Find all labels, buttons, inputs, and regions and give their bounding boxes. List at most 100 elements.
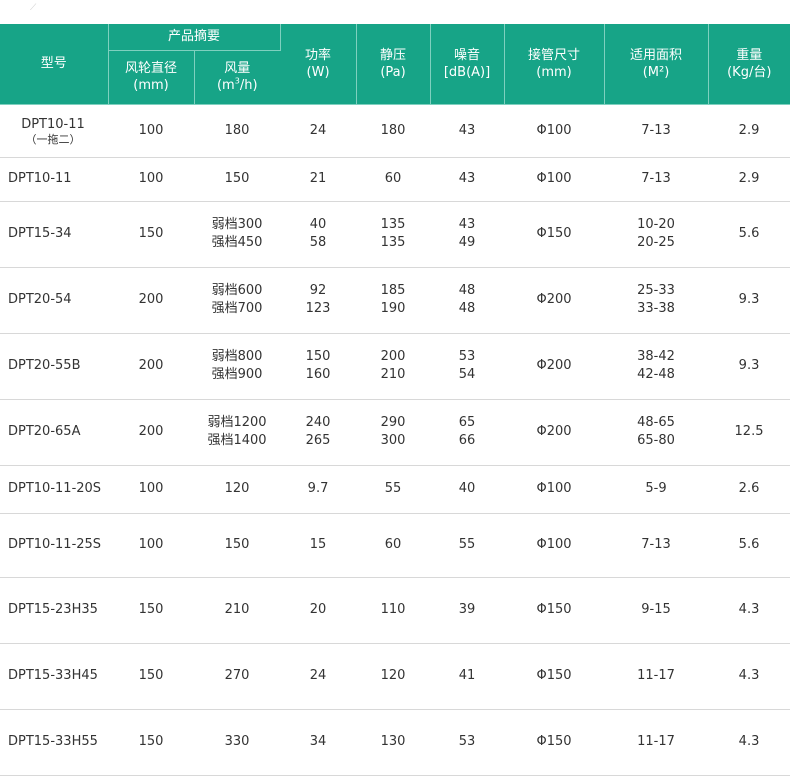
static-pressure-value: 180 <box>380 122 406 138</box>
header-power-label: 功率 <box>305 47 332 63</box>
cell-model: DPT10-11 （一拖二） <box>0 104 108 158</box>
cell-static-pressure: 60 <box>356 157 431 202</box>
static-pressure-value: 60 <box>384 171 402 186</box>
table-row: DPT10-11-25S 100 150 15 60 55 Φ100 7-13 5.6 <box>0 513 790 578</box>
model-name: DPT15-33H55 <box>8 734 98 749</box>
cell-pipe-size: Φ150 <box>504 643 605 710</box>
cell-pipe-size: Φ100 <box>504 513 605 578</box>
area-value: 10-20 <box>637 217 675 232</box>
header-weight: 重量 (Kg/台) <box>708 24 790 105</box>
airflow-value: 120 <box>224 481 250 496</box>
noise-value: 43 <box>458 122 476 138</box>
header-weight-label: 重量 <box>736 47 763 63</box>
noise-value: 43 <box>458 171 476 186</box>
cell-power: 150 160 <box>280 333 357 400</box>
static-pressure-value: 135 <box>380 217 406 232</box>
cell-area: 7-13 <box>604 104 709 158</box>
cell-pipe-size: Φ100 <box>504 104 605 158</box>
cell-airflow: 弱档300 强档450 <box>194 201 281 268</box>
cell-noise: 48 48 <box>430 267 505 334</box>
header-summary: 产品摘要 <box>108 24 281 51</box>
table-row: DPT20-54 200 弱档600 强档700 92 123 185 190 48 48 Φ200… <box>0 267 790 334</box>
cell-power: 40 58 <box>280 201 357 268</box>
table-row: DPT10-11-20S 100 120 9.7 55 40 Φ100 5-9 2.6 <box>0 465 790 514</box>
power-value: 40 <box>309 217 327 232</box>
cell-noise: 55 <box>430 513 505 578</box>
cell-weight: 4.3 <box>708 709 790 776</box>
model-name: DPT20-54 <box>8 292 72 307</box>
cell-noise: 43 <box>430 157 505 202</box>
cell-model: DPT20-54 <box>0 267 108 334</box>
cell-pipe-size: Φ150 <box>504 709 605 776</box>
header-area-unit: (M²) <box>642 64 670 80</box>
power-value: 160 <box>305 367 331 382</box>
header-model: 型号 <box>0 24 109 105</box>
cell-impeller-diameter: 100 <box>108 104 194 158</box>
cell-noise: 53 54 <box>430 333 505 400</box>
power-value: 150 <box>305 349 331 364</box>
power-value: 92 <box>309 283 327 298</box>
table-row: DPT15-23H35 150 210 20 110 39 Φ150 9-15 4.3 <box>0 577 790 644</box>
airflow-value: 270 <box>224 668 250 683</box>
noise-value: 48 <box>458 283 476 298</box>
header-pipe-size-unit: (mm) <box>536 64 572 80</box>
power-value: 24 <box>309 668 327 683</box>
static-pressure-value: 185 <box>380 283 406 298</box>
spec-table: 型号 产品摘要 功率 (W) 静压 (Pa) 噪音 [dB(A)] 接管尺寸 (… <box>0 24 790 776</box>
header-static-pressure: 静压 (Pa) <box>356 24 431 105</box>
cell-airflow: 弱档800 强档900 <box>194 333 281 400</box>
cell-static-pressure: 200 210 <box>356 333 431 400</box>
airflow-value: 强档1400 <box>207 433 267 448</box>
airflow-value: 强档900 <box>211 367 263 382</box>
header-power: 功率 (W) <box>280 24 357 105</box>
noise-value: 43 <box>458 217 476 232</box>
static-pressure-value: 60 <box>384 537 402 552</box>
header-impeller-diameter-label: 风轮直径 <box>124 61 177 76</box>
noise-value: 41 <box>458 668 476 683</box>
power-value: 240 <box>305 415 331 430</box>
cell-area: 7-13 <box>604 157 709 202</box>
area-value: 7-13 <box>641 122 671 138</box>
table-row: DPT15-33H45 150 270 24 120 41 Φ150 11-17 4.3 <box>0 643 790 710</box>
cell-impeller-diameter: 100 <box>108 513 194 578</box>
airflow-value: 弱档600 <box>211 283 263 298</box>
header-airflow: 风量 (m3/h) <box>194 50 281 105</box>
power-value: 123 <box>305 301 331 316</box>
cell-weight: 2.6 <box>708 465 790 514</box>
cell-power: 9.7 <box>280 465 357 514</box>
cell-weight: 2.9 <box>708 104 790 158</box>
power-value: 265 <box>305 433 331 448</box>
cell-airflow: 120 <box>194 465 281 514</box>
cell-airflow: 330 <box>194 709 281 776</box>
power-value: 34 <box>309 734 327 749</box>
cell-static-pressure: 185 190 <box>356 267 431 334</box>
area-value: 7-13 <box>641 171 671 186</box>
cell-static-pressure: 135 135 <box>356 201 431 268</box>
cell-model: DPT20-55B <box>0 333 108 400</box>
cell-noise: 39 <box>430 577 505 644</box>
cell-pipe-size: Φ200 <box>504 267 605 334</box>
cell-impeller-diameter: 200 <box>108 399 194 466</box>
cell-model: DPT10-11 <box>0 157 108 202</box>
cell-model: DPT20-65A <box>0 399 108 466</box>
area-value: 25-33 <box>637 283 675 298</box>
airflow-value: 180 <box>224 122 250 138</box>
noise-value: 53 <box>458 349 476 364</box>
header-static-pressure-label: 静压 <box>380 47 407 63</box>
area-value: 48-65 <box>637 415 675 430</box>
header-power-unit: (W) <box>306 64 330 80</box>
area-value: 7-13 <box>641 537 671 552</box>
cell-airflow: 210 <box>194 577 281 644</box>
cell-pipe-size: Φ200 <box>504 399 605 466</box>
airflow-value: 强档450 <box>211 235 263 250</box>
cell-airflow: 270 <box>194 643 281 710</box>
header-area: 适用面积 (M²) <box>604 24 709 105</box>
cell-model: DPT15-33H55 <box>0 709 108 776</box>
header-airflow-unit: (m3/h) <box>216 76 258 93</box>
cell-weight: 4.3 <box>708 577 790 644</box>
table-row: DPT10-11 （一拖二） 100 180 24 180 43 Φ100 7-13 2.9 <box>0 104 790 158</box>
table-row: DPT20-65A 200 弱档1200 强档1400 240 265 290 300 65 66… <box>0 399 790 466</box>
header-impeller-diameter: 风轮直径 (mm) <box>108 50 195 105</box>
cell-pipe-size: Φ100 <box>504 157 605 202</box>
cell-impeller-diameter: 100 <box>108 465 194 514</box>
